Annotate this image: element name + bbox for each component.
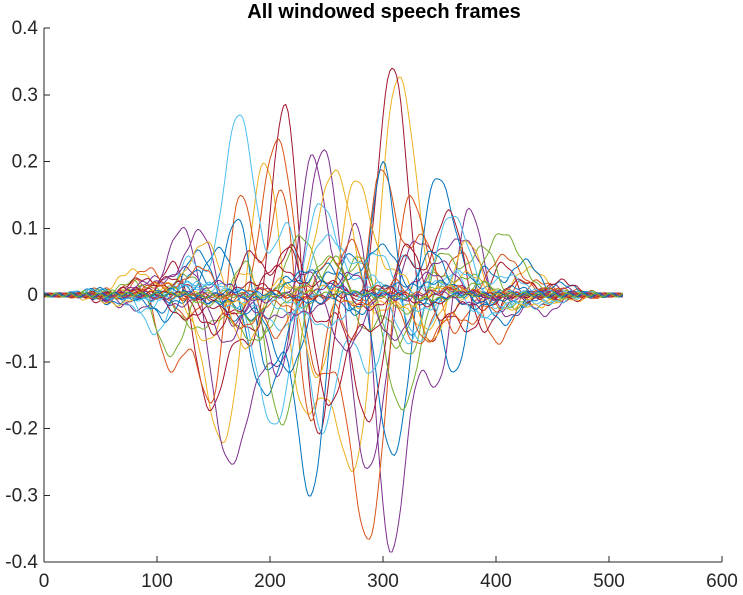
y-tick-label: 0.3 [12, 85, 38, 106]
y-tick-label: -0.4 [5, 552, 38, 573]
speech-frame-line [43, 154, 623, 553]
x-tick-label: 100 [141, 571, 173, 592]
speech-frame-line [43, 243, 623, 373]
speech-frame-line [43, 203, 623, 425]
x-tick-label: 400 [480, 571, 512, 592]
x-tick-label: 600 [706, 571, 738, 592]
tick-marks [43, 27, 723, 563]
x-tick-label: 500 [593, 571, 625, 592]
tick-labels: 0 100 200 300 400 500 600 -0.4 -0.3 -0.2 -0.1 0 0.1 0… [5, 18, 738, 592]
x-tick-label: 300 [367, 571, 399, 592]
speech-frame-line [43, 76, 623, 472]
speech-frame-line [43, 289, 623, 302]
speech-frame-line [43, 161, 623, 497]
series-layer [43, 67, 623, 553]
speech-frame-line [43, 67, 623, 435]
y-tick-label: -0.3 [5, 485, 38, 506]
x-tick-label: 200 [254, 571, 286, 592]
y-tick-label: -0.2 [5, 419, 38, 440]
speech-frame-line [43, 281, 623, 308]
speech-frame-line [43, 233, 623, 342]
speech-frame-line [43, 243, 623, 407]
y-tick-label: 0.1 [12, 218, 38, 239]
chart-title: All windowed speech frames [247, 1, 520, 23]
speech-frame-line [43, 282, 623, 304]
y-tick-label: 0.4 [12, 18, 39, 39]
y-tick-label: -0.1 [5, 352, 38, 373]
speech-frame-line [43, 245, 623, 355]
x-tick-label: 0 [39, 571, 50, 592]
speech-frame-line [43, 138, 623, 540]
y-tick-label: 0 [27, 285, 38, 306]
y-tick-label: 0.2 [12, 152, 38, 173]
